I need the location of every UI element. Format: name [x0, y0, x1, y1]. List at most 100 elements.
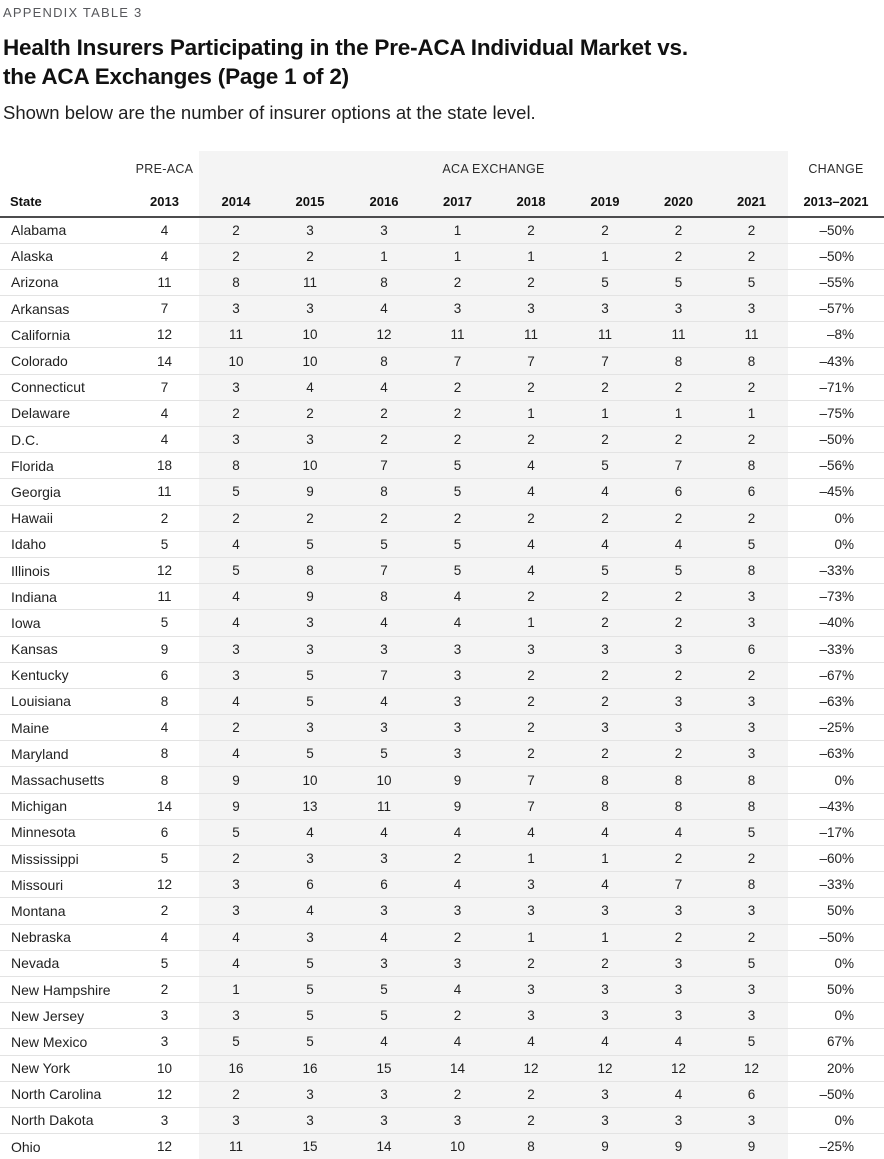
group-header-pre-aca: PRE-ACA — [135, 162, 194, 176]
state-name: Maine — [0, 714, 130, 742]
change-2013-2021-value: 0% — [788, 1002, 884, 1030]
aca-exchange-2016-value: 15 — [347, 1055, 421, 1082]
aca-exchange-2017-value: 1 — [421, 217, 494, 244]
table-row: Florida 18 8 10 7 5 4 5 7 8 –56% — [0, 452, 884, 480]
aca-exchange-2016-value: 2 — [347, 426, 421, 454]
pre-aca-2013-value: 12 — [130, 871, 199, 899]
aca-exchange-2021-value: 8 — [715, 557, 788, 585]
state-name: Arizona — [0, 269, 130, 297]
change-2013-2021-value: –50% — [788, 243, 884, 270]
aca-exchange-2015-value: 10 — [273, 452, 347, 480]
pre-aca-2013-value: 4 — [130, 400, 199, 428]
table-row: North Carolina 12 2 3 3 2 2 3 4 6 –50% — [0, 1081, 884, 1108]
aca-exchange-2019-value: 2 — [568, 505, 642, 532]
aca-exchange-2016-value: 3 — [347, 217, 421, 244]
aca-exchange-2019-value: 4 — [568, 871, 642, 899]
aca-exchange-2017-value: 2 — [421, 924, 494, 951]
change-2013-2021-value: –25% — [788, 1133, 884, 1159]
aca-exchange-2020-value: 4 — [642, 819, 715, 847]
aca-exchange-2021-value: 2 — [715, 426, 788, 454]
aca-exchange-2018-value: 1 — [494, 924, 568, 951]
pre-aca-2013-value: 14 — [130, 347, 199, 375]
table-row: Ohio 12 11 15 14 10 8 9 9 9 –25% — [0, 1133, 884, 1159]
pre-aca-2013-value: 10 — [130, 1055, 199, 1082]
aca-exchange-2019-value: 9 — [568, 1133, 642, 1159]
aca-exchange-2020-value: 3 — [642, 976, 715, 1004]
aca-exchange-2019-value: 5 — [568, 452, 642, 480]
aca-exchange-2017-value: 3 — [421, 1107, 494, 1135]
column-header-row: State 2013 2014 2015 2016 2017 2018 2019… — [0, 187, 884, 218]
aca-exchange-2020-value: 2 — [642, 740, 715, 768]
aca-exchange-2017-value: 3 — [421, 714, 494, 742]
aca-exchange-2017-value: 3 — [421, 897, 494, 925]
pre-aca-2013-value: 5 — [130, 845, 199, 873]
aca-exchange-2014-value: 8 — [199, 269, 273, 297]
insurer-participation-table: PRE-ACA ACA EXCHANGE CHANGE State 2013 2… — [0, 151, 884, 1159]
aca-exchange-2021-value: 1 — [715, 400, 788, 428]
table-row: Indiana 11 4 9 8 4 2 2 2 3 –73% — [0, 583, 884, 611]
aca-exchange-2016-value: 5 — [347, 531, 421, 558]
aca-exchange-2021-value: 9 — [715, 1133, 788, 1159]
aca-exchange-2020-value: 3 — [642, 688, 715, 716]
aca-exchange-2020-value: 5 — [642, 557, 715, 585]
header-block: APPENDIX TABLE 3 Health Insurers Partici… — [0, 0, 884, 124]
aca-exchange-2021-value: 11 — [715, 321, 788, 349]
state-name: California — [0, 321, 130, 349]
aca-exchange-2018-value: 2 — [494, 662, 568, 689]
change-2013-2021-value: 67% — [788, 1028, 884, 1056]
aca-exchange-2019-value: 3 — [568, 1081, 642, 1108]
aca-exchange-2015-value: 5 — [273, 950, 347, 977]
state-name: Ohio — [0, 1133, 130, 1159]
aca-exchange-2016-value: 4 — [347, 609, 421, 637]
state-name: Missouri — [0, 871, 130, 899]
aca-exchange-2014-value: 4 — [199, 583, 273, 611]
aca-exchange-2017-value: 2 — [421, 426, 494, 454]
aca-exchange-2014-value: 2 — [199, 714, 273, 742]
aca-exchange-2021-value: 5 — [715, 531, 788, 558]
table-row: Louisiana 8 4 5 4 3 2 2 3 3 –63% — [0, 688, 884, 716]
aca-exchange-2017-value: 5 — [421, 531, 494, 558]
aca-exchange-2021-value: 12 — [715, 1055, 788, 1082]
aca-exchange-2018-value: 2 — [494, 426, 568, 454]
aca-exchange-2015-value: 13 — [273, 793, 347, 820]
page-subtitle: Shown below are the number of insurer op… — [3, 102, 536, 123]
aca-exchange-2014-value: 2 — [199, 1081, 273, 1108]
aca-exchange-2016-value: 2 — [347, 505, 421, 532]
aca-exchange-2015-value: 6 — [273, 871, 347, 899]
table-row: New York 10 16 16 15 14 12 12 12 12 20% — [0, 1055, 884, 1082]
aca-exchange-2016-value: 4 — [347, 924, 421, 951]
aca-exchange-2019-value: 1 — [568, 845, 642, 873]
aca-exchange-2016-value: 8 — [347, 347, 421, 375]
aca-exchange-2018-value: 2 — [494, 1081, 568, 1108]
aca-exchange-2014-value: 9 — [199, 766, 273, 794]
aca-exchange-2017-value: 14 — [421, 1055, 494, 1082]
aca-exchange-2018-value: 7 — [494, 347, 568, 375]
aca-exchange-2019-value: 2 — [568, 662, 642, 689]
aca-exchange-2019-value: 7 — [568, 347, 642, 375]
state-name: Arkansas — [0, 295, 130, 323]
aca-exchange-2019-value: 3 — [568, 897, 642, 925]
table-row: Maine 4 2 3 3 3 2 3 3 3 –25% — [0, 714, 884, 742]
aca-exchange-2014-value: 3 — [199, 295, 273, 323]
aca-exchange-2016-value: 12 — [347, 321, 421, 349]
pre-aca-2013-value: 12 — [130, 557, 199, 585]
aca-exchange-2015-value: 10 — [273, 347, 347, 375]
aca-exchange-2014-value: 9 — [199, 793, 273, 820]
aca-exchange-2019-value: 2 — [568, 688, 642, 716]
aca-exchange-2021-value: 3 — [715, 609, 788, 637]
aca-exchange-2014-value: 3 — [199, 1107, 273, 1135]
change-2013-2021-value: –75% — [788, 400, 884, 428]
aca-exchange-2018-value: 3 — [494, 295, 568, 323]
aca-exchange-2020-value: 2 — [642, 243, 715, 270]
pre-aca-2013-value: 3 — [130, 1107, 199, 1135]
table-row: Illinois 12 5 8 7 5 4 5 5 8 –33% — [0, 557, 884, 585]
pre-aca-2013-value: 5 — [130, 609, 199, 637]
table-row: Missouri 12 3 6 6 4 3 4 7 8 –33% — [0, 871, 884, 899]
aca-exchange-2015-value: 4 — [273, 374, 347, 401]
aca-exchange-2019-value: 1 — [568, 400, 642, 428]
aca-exchange-2014-value: 3 — [199, 662, 273, 689]
pre-aca-2013-value: 4 — [130, 924, 199, 951]
change-2013-2021-value: –55% — [788, 269, 884, 297]
change-2013-2021-value: –33% — [788, 636, 884, 663]
aca-exchange-2017-value: 5 — [421, 557, 494, 585]
